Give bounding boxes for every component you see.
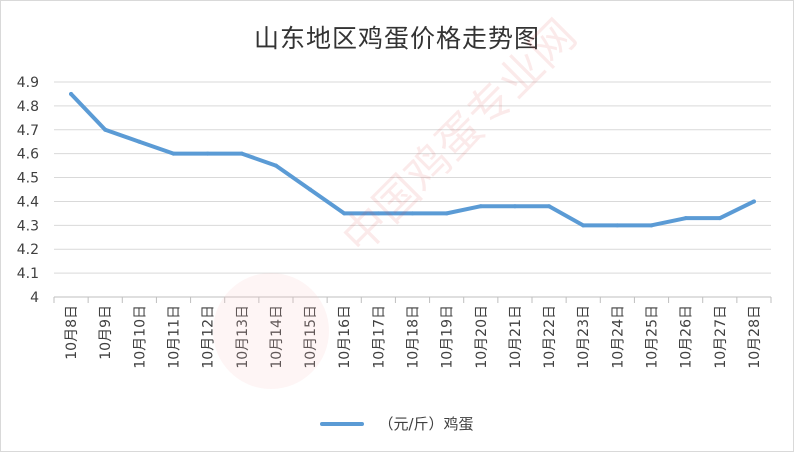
x-tick-label-3: 10月11日: [167, 305, 183, 369]
data-point-2: [137, 139, 142, 144]
y-tick-label-5: 4.5: [17, 171, 39, 187]
data-point-15: [581, 223, 586, 228]
x-tick-label-0: 10月8日: [64, 305, 80, 360]
legend-swatch: [320, 421, 365, 426]
x-tick-label-5: 10月13日: [235, 305, 251, 369]
data-point-8: [342, 211, 347, 216]
legend: （元/斤）鸡蛋: [1, 413, 793, 434]
y-tick-label-1: 4.1: [17, 266, 39, 282]
data-point-12: [478, 204, 483, 209]
grid-lines: [54, 81, 771, 298]
x-tick-label-20: 10月28日: [747, 305, 763, 369]
data-point-17: [649, 223, 654, 228]
x-tick-label-12: 10月20日: [474, 305, 490, 369]
data-point-6: [273, 163, 278, 168]
y-tick-label-9: 4.9: [17, 75, 39, 91]
y-tick-label-7: 4.7: [17, 123, 39, 139]
data-point-7: [308, 187, 313, 192]
data-point-4: [205, 151, 210, 156]
y-tick-label-0: 4: [30, 290, 39, 306]
x-tick-label-16: 10月24日: [610, 305, 626, 369]
data-point-16: [615, 223, 620, 228]
x-tick-label-17: 10月25日: [645, 305, 661, 369]
data-point-13: [512, 204, 517, 209]
x-tick-label-4: 10月12日: [201, 305, 217, 369]
y-tick-label-4: 4.4: [17, 194, 39, 210]
x-tick-label-11: 10月19日: [440, 305, 456, 369]
data-point-20: [751, 199, 756, 204]
x-axis-labels: 10月8日 10月9日 10月10日 10月11日 10月12日 10月13日 10月14日…: [53, 297, 772, 369]
data-point-14: [547, 204, 552, 209]
y-tick-label-6: 4.6: [17, 147, 39, 163]
x-tick-label-6: 10月14日: [269, 305, 285, 369]
y-axis-labels: 4 4.1 4.2 4.3 4.4 4.5 4.6 4.7 4.8 4.9: [17, 75, 39, 306]
x-tick-label-15: 10月23日: [576, 305, 592, 369]
x-tick-label-8: 10月16日: [337, 305, 353, 369]
y-tick-label-2: 4.2: [17, 242, 39, 258]
y-tick-label-3: 4.3: [17, 218, 39, 234]
x-tick-label-19: 10月27日: [713, 305, 729, 369]
data-point-11: [444, 211, 449, 216]
data-point-5: [239, 151, 244, 156]
x-tick-label-18: 10月26日: [679, 305, 695, 369]
x-tick-label-9: 10月17日: [371, 305, 387, 369]
x-tick-label-13: 10月21日: [508, 305, 524, 369]
data-point-3: [171, 151, 176, 156]
series-line-0: [69, 91, 756, 228]
data-point-10: [410, 211, 415, 216]
x-tick-label-1: 10月9日: [98, 305, 114, 360]
x-tick-label-10: 10月18日: [406, 305, 422, 369]
x-tick-label-2: 10月10日: [132, 305, 148, 369]
data-point-19: [717, 216, 722, 221]
x-tick-label-7: 10月15日: [303, 305, 319, 369]
y-tick-label-8: 4.8: [17, 99, 39, 115]
series-layer: [69, 91, 756, 228]
legend-label: （元/斤）鸡蛋: [378, 415, 474, 433]
data-point-0: [69, 91, 74, 96]
chart-title: 山东地区鸡蛋价格走势图: [253, 24, 540, 53]
data-point-9: [376, 211, 381, 216]
x-tick-label-14: 10月22日: [542, 305, 558, 369]
data-point-18: [683, 216, 688, 221]
data-point-1: [103, 127, 108, 132]
